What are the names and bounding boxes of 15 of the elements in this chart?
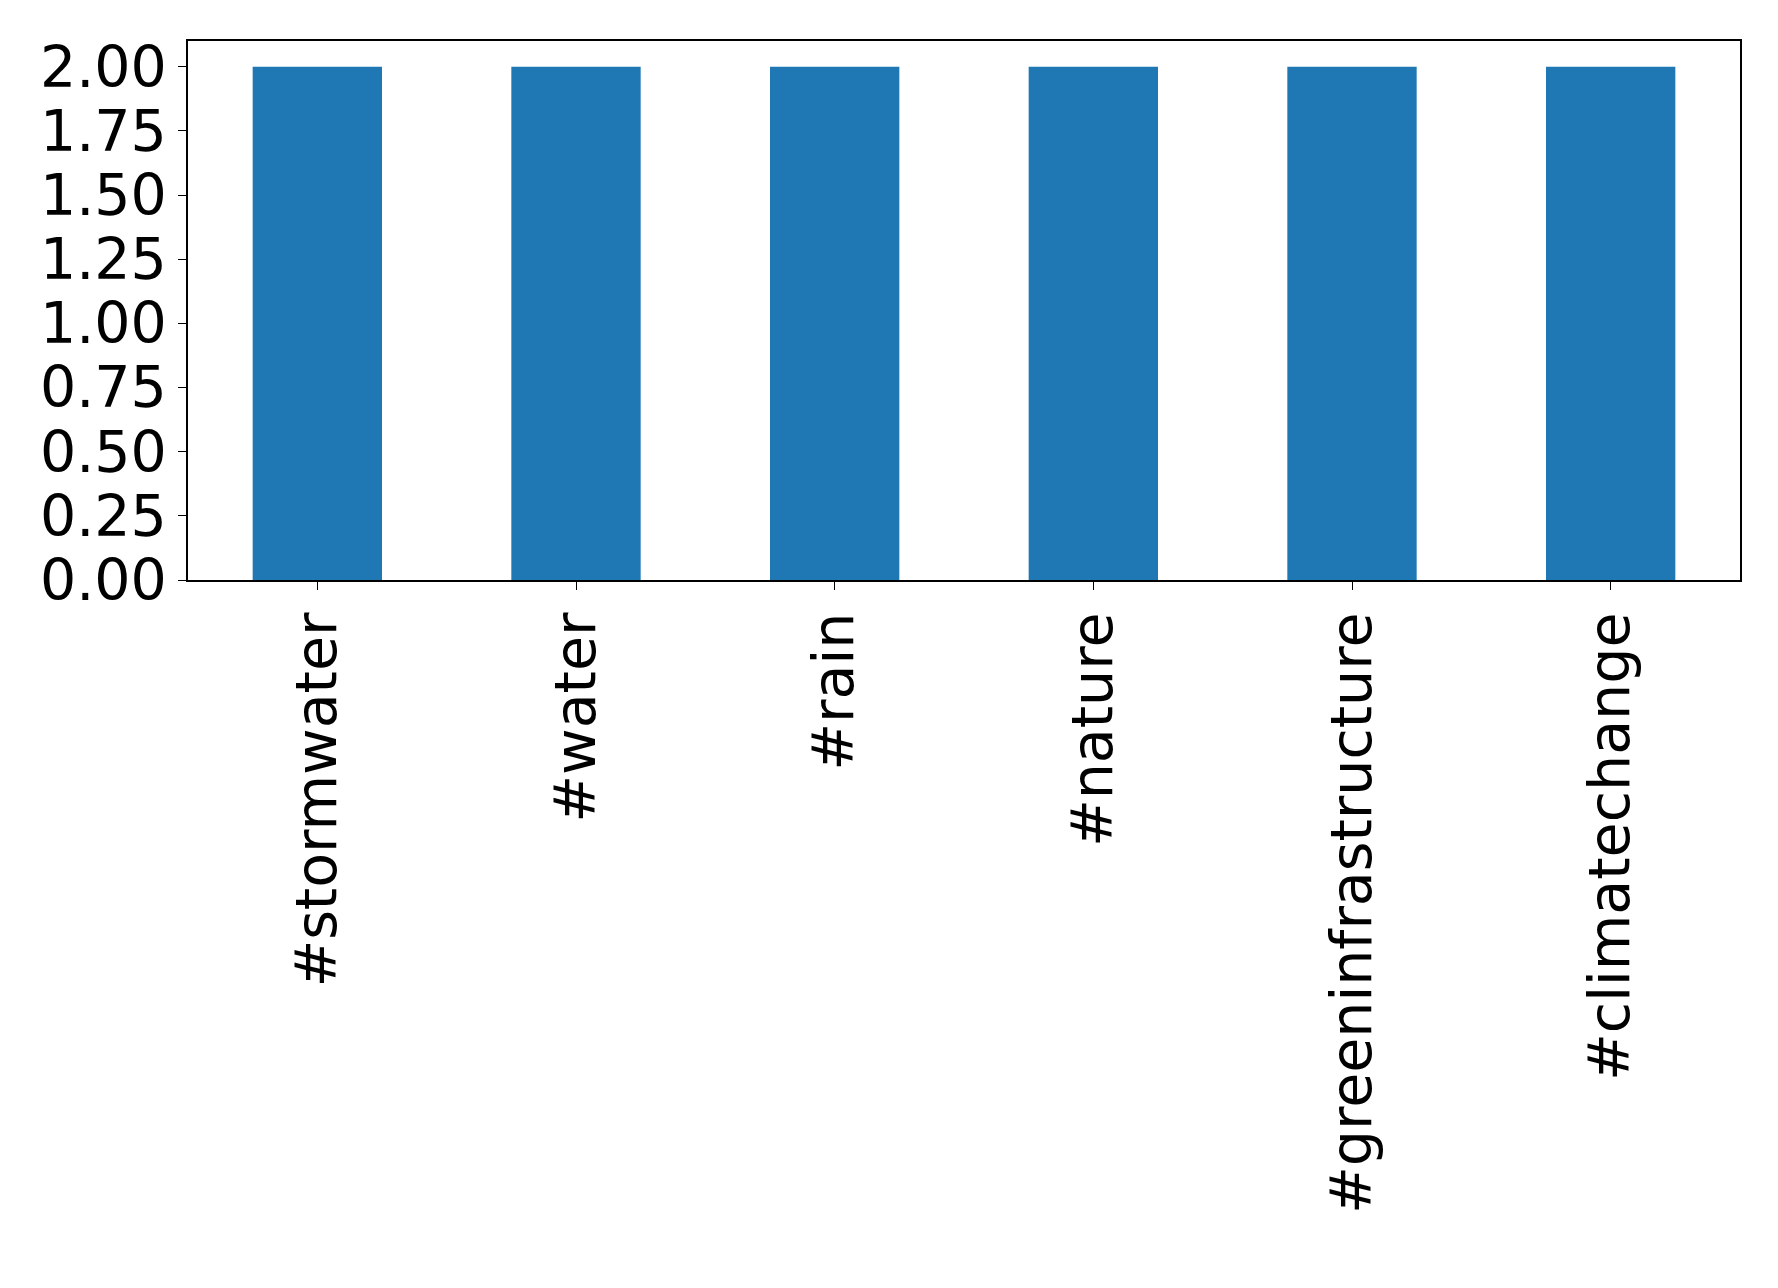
y-tick-label: 0.25 bbox=[39, 482, 167, 549]
y-tick-label: 0.75 bbox=[39, 354, 167, 421]
x-tick-label: #stormwater bbox=[282, 611, 349, 988]
y-tick-label: 2.00 bbox=[39, 33, 167, 100]
y-tick-label: 1.25 bbox=[39, 226, 167, 293]
x-tick-label: #greeninfrastructure bbox=[1317, 612, 1384, 1214]
y-tick-label: 0.50 bbox=[39, 418, 167, 485]
y-tick-label: 0.00 bbox=[39, 546, 167, 613]
x-tick-label: #nature bbox=[1058, 612, 1125, 848]
x-tick-label: #rain bbox=[800, 612, 867, 771]
y-tick-label: 1.00 bbox=[39, 290, 167, 357]
x-tick-label: #water bbox=[541, 612, 608, 823]
y-tick-label: 1.75 bbox=[39, 97, 167, 164]
y-tick-label: 1.50 bbox=[39, 161, 167, 228]
x-tick-label: #climatechange bbox=[1576, 612, 1643, 1081]
